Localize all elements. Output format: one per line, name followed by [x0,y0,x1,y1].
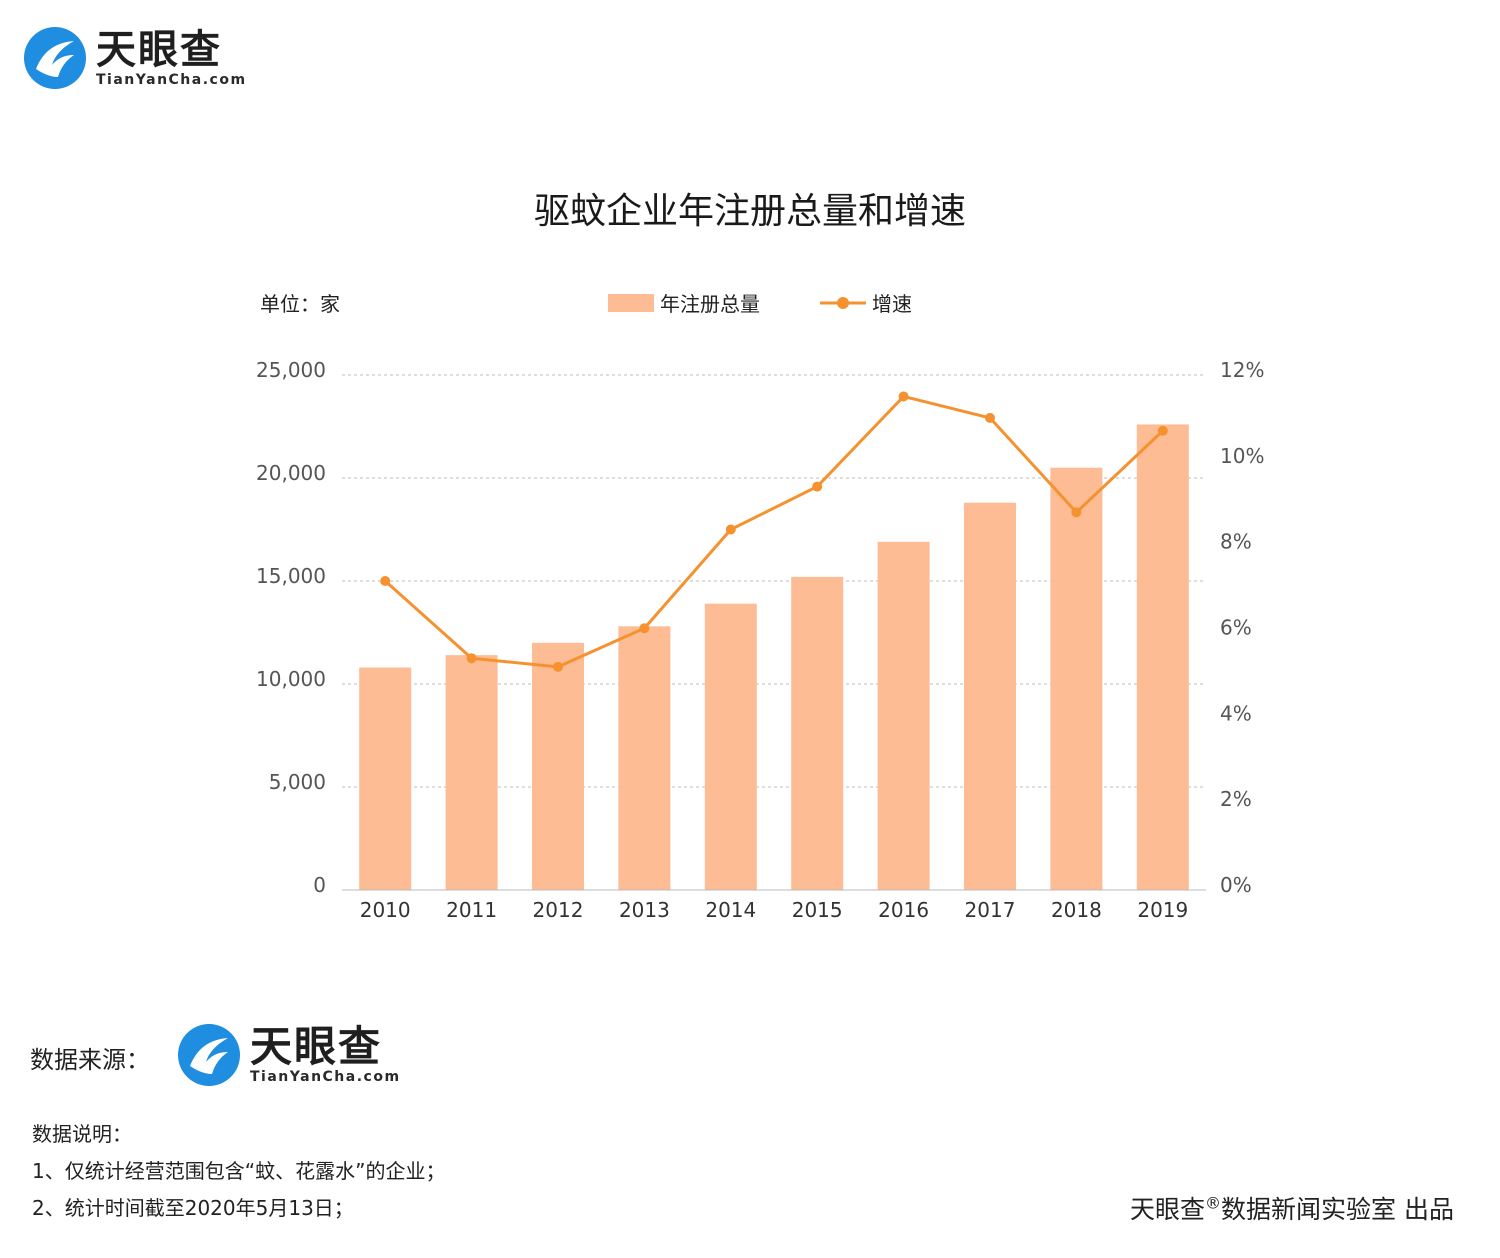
source-logo: 天眼查 TianYanCha.com [176,1022,401,1088]
legend-bar-swatch [608,293,654,312]
x-tick-label: 2019 [1137,898,1188,922]
data-notes: 数据说明： 1、仅统计经营范围包含“蚊、花露水”的企业； 2、统计时间截至202… [32,1116,445,1227]
bar [359,667,412,890]
source-brand-name-cn: 天眼查 [250,1022,383,1071]
x-tick-label: 2015 [792,898,843,922]
x-tick-label: 2014 [705,898,756,922]
brand-logo: 天眼查 TianYanCha.com [22,25,247,91]
growth-point [725,524,736,535]
bar [791,576,844,890]
growth-point [1071,507,1082,518]
bar [964,502,1016,890]
bar [445,655,498,890]
x-tick-label: 2012 [533,898,584,922]
chart-title: 驱蚊企业年注册总量和增速 [533,191,966,233]
y-right-tick-label: 4% [1220,701,1252,725]
tianyancha-logo-icon [178,1024,240,1086]
bar [532,642,584,890]
legend-item-line: 增速 [820,288,912,317]
notes-title: 数据说明： [32,1122,132,1146]
y-right-tick-label: 0% [1220,873,1252,897]
unit-label: 单位：家 [260,292,340,316]
legend-bar-label: 年注册总量 [660,292,760,316]
x-tick-label: 2013 [619,898,670,922]
registered-mark: ® [1205,1193,1222,1213]
y-left-tick-label: 20,000 [256,461,326,485]
note-item-1: 1、仅统计经营范围包含“蚊、花露水”的企业； [32,1159,446,1183]
credit-brand: 天眼查 [1130,1195,1206,1224]
growth-point [380,576,391,586]
growth-point [1157,425,1168,436]
x-tick-label: 2017 [965,898,1016,922]
bar [704,603,757,890]
brand-name-cn: 天眼查 [96,27,222,73]
growth-line [384,394,1164,669]
y-left-tick-label: 10,000 [256,667,326,691]
y-left-tick-label: 0 [313,873,326,897]
legend-item-bar: 年注册总量 [608,288,760,317]
y-right-tick-label: 2% [1220,787,1252,811]
y-left-tick-label: 5,000 [269,770,326,794]
brand-name-en: TianYanCha.com [96,72,247,88]
bar [618,626,671,890]
bar [877,541,930,890]
growth-point [898,391,909,402]
x-tick-label: 2016 [878,898,929,922]
credit-text: 数据新闻实验室 出品 [1221,1195,1454,1224]
y-right-tick-label: 6% [1220,616,1252,640]
x-tick-label: 2010 [360,898,411,922]
growth-point [985,412,995,423]
growth-point [812,481,823,492]
y-left-tick-label: 25,000 [256,358,326,382]
growth-point [553,661,563,672]
y-left-tick-label: 15,000 [256,564,326,588]
legend-line-label: 增速 [872,292,912,316]
legend-line-swatch [820,296,866,309]
source-brand-name-en: TianYanCha.com [250,1069,401,1085]
note-item-2: 2、统计时间截至2020年5月13日； [32,1196,354,1220]
data-source-label: 数据来源： [30,1046,150,1074]
y-right-tick-label: 12% [1220,358,1264,382]
growth-point [639,623,650,634]
bar [1050,467,1103,890]
combo-chart: 0 5,000 10,000 15,000 20,000 25,000 0% 2% 4% 6% 8%… [256,358,1264,922]
y-right-tick-label: 8% [1220,530,1252,554]
x-tick-label: 2011 [446,898,497,922]
growth-point [466,653,477,664]
tianyancha-logo-icon [24,27,86,89]
y-right-tick-label: 10% [1220,444,1264,468]
credit-line: 天眼查®数据新闻实验室 出品 [1130,1190,1454,1226]
x-tick-label: 2018 [1051,898,1102,922]
bar [1136,424,1189,890]
